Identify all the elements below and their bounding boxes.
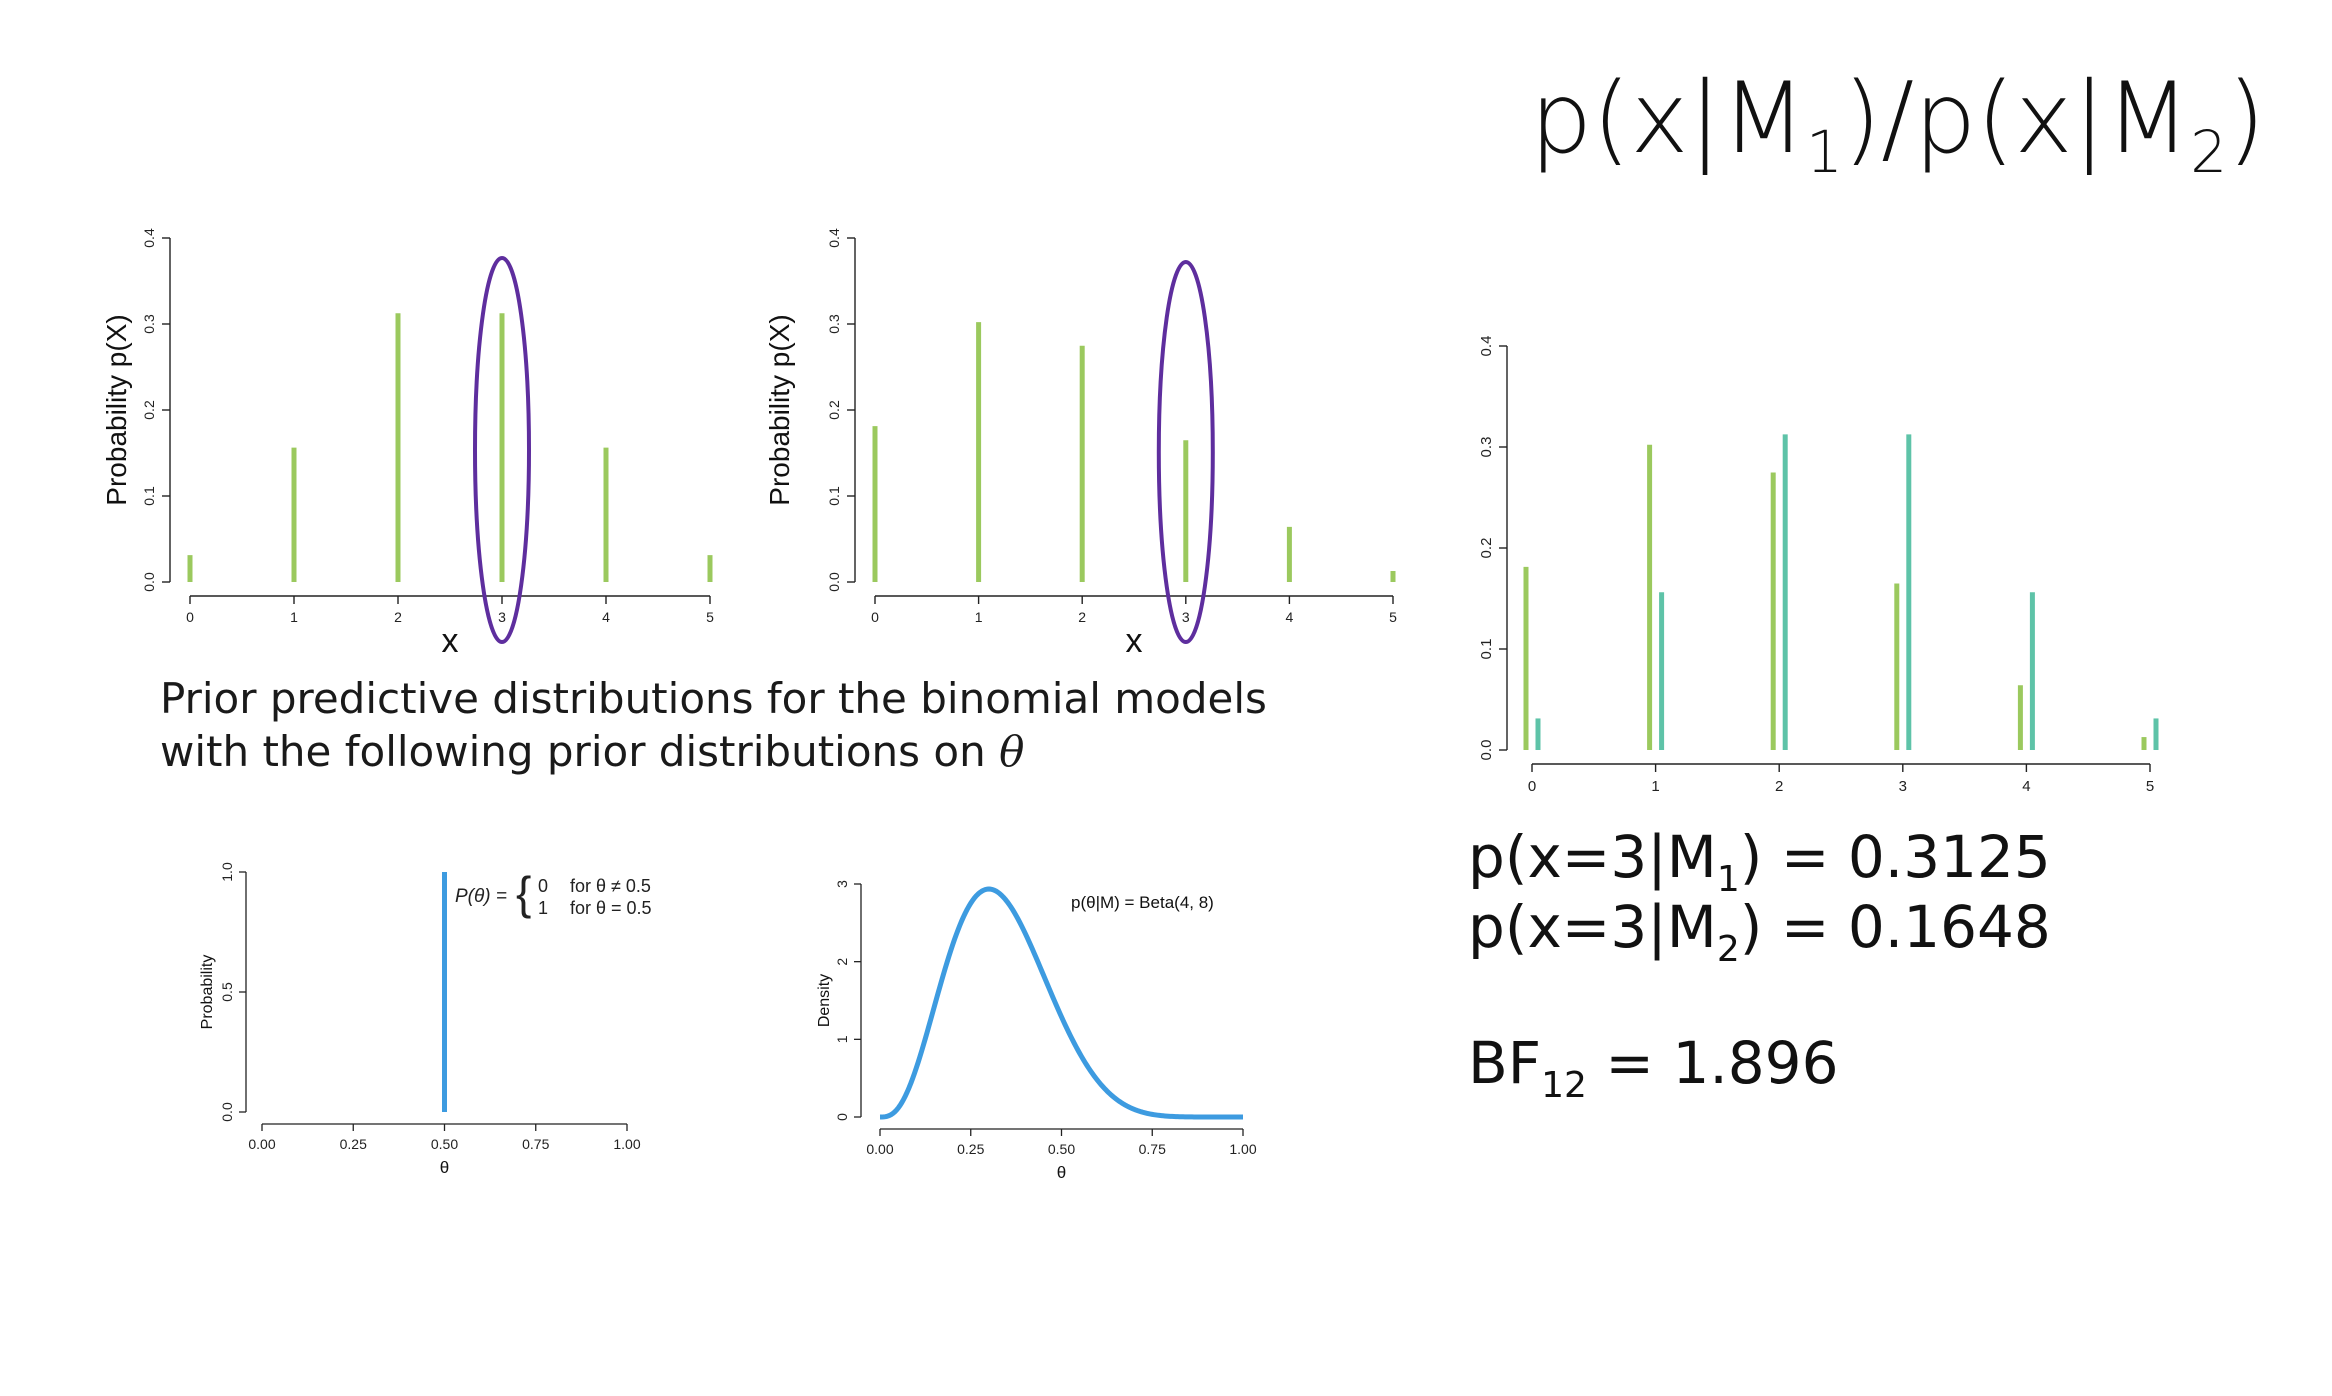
y-tick-label: 0.2	[141, 400, 157, 420]
y-tick-label: 0.3	[141, 314, 157, 334]
bf-sub: 12	[1541, 1065, 1587, 1106]
x-tick-label: 0.25	[340, 1136, 367, 1152]
result-m2-suffix: ) = 0.1648	[1739, 893, 2051, 961]
y-tick-label: 0.3	[1478, 437, 1495, 458]
y-axis-title: Density	[816, 974, 833, 1027]
x-tick-label: 5	[706, 609, 714, 625]
result-m1-prefix: p(x=3|M	[1468, 823, 1717, 891]
result-m2-sub: 2	[1716, 929, 1740, 970]
m1-predictive-chart: 0.0 0.1 0.2 0.3 0.4 0 1 2 3 4 5 Probability p(X) x	[101, 228, 714, 660]
x-tick-label: 5	[2146, 778, 2154, 795]
x-tick-label: 0	[186, 609, 194, 625]
y-tick-label: 0.0	[1478, 740, 1495, 761]
bf-suffix: = 1.896	[1586, 1029, 1839, 1097]
caption-theta: θ	[999, 727, 1025, 776]
title-suffix: )	[2227, 62, 2266, 176]
x-tick-label: 0.50	[1048, 1141, 1075, 1157]
x-tick-label: 0.50	[431, 1136, 458, 1152]
title-prefix: p(x|M	[1530, 62, 1807, 176]
y-axis-title: Probability p(X)	[101, 314, 132, 505]
x-tick-label: 0.75	[522, 1136, 549, 1152]
caption-line1: Prior predictive distributions for the b…	[160, 674, 1267, 723]
x-tick-label: 4	[2022, 778, 2030, 795]
caption: Prior predictive distributions for the b…	[160, 672, 1340, 778]
y-tick-label: 0.4	[826, 228, 842, 248]
y-tick-label: 1	[834, 1035, 850, 1043]
x-tick-label: 2	[1078, 609, 1086, 625]
x-tick-label: 1.00	[1229, 1141, 1256, 1157]
highlight-ellipse	[1156, 260, 1215, 644]
x-axis-title: x	[442, 622, 459, 660]
x-tick-label: 5	[1389, 609, 1397, 625]
x-tick-label: 3	[1182, 609, 1190, 625]
x-axis-title: θ	[440, 1158, 449, 1177]
x-tick-label: 0.00	[866, 1141, 893, 1157]
y-tick-label: 3	[834, 880, 850, 888]
x-tick-label: 2	[394, 609, 402, 625]
result-m1: p(x=3|M1) = 0.3125	[1468, 828, 2051, 898]
y-tick-label: 0.1	[826, 486, 842, 506]
bayes-factor: BF12 = 1.896	[1468, 1034, 1838, 1104]
highlight-ellipse	[473, 256, 531, 644]
y-tick-label: 0.3	[826, 314, 842, 334]
y-tick-label: 0	[834, 1113, 850, 1121]
title-sub1: 1	[1806, 118, 1843, 186]
result-m2: p(x=3|M2) = 0.1648	[1468, 898, 2051, 968]
bf-prefix: BF	[1468, 1029, 1542, 1097]
comparison-chart: 0.0 0.1 0.2 0.3 0.4 0 1 2 3 4 5	[1478, 336, 2159, 795]
annotation-row2-cond: for θ = 0.5	[570, 898, 652, 918]
y-tick-label: 2	[834, 958, 850, 966]
annotation-lhs: P(θ) =	[455, 886, 507, 907]
y-tick-label: 0.0	[219, 1102, 235, 1122]
prior-beta-chart: 0 1 2 3 0.00 0.25 0.50 0.75 1.00 θ Density p(θ|M) =…	[816, 880, 1257, 1182]
y-tick-label: 0.5	[219, 982, 235, 1002]
y-tick-label: 0.0	[141, 572, 157, 592]
beta-annotation: p(θ|M) = Beta(4, 8)	[1071, 893, 1214, 912]
result-m1-sub: 1	[1716, 859, 1740, 900]
x-tick-label: 0.25	[957, 1141, 984, 1157]
x-tick-label: 4	[1286, 609, 1294, 625]
y-tick-label: 0.4	[141, 228, 157, 248]
slide-title: p(x|M1)/p(x|M2)	[1530, 70, 2265, 181]
x-tick-label: 2	[1775, 778, 1783, 795]
title-middle: )/p(x|M	[1842, 62, 2191, 176]
x-tick-label: 3	[1899, 778, 1907, 795]
x-tick-label: 1.00	[613, 1136, 640, 1152]
title-sub2: 2	[2190, 118, 2228, 186]
prior-point-chart: 0.0 0.5 1.0 0.00 0.25 0.50 0.75 1.00 θ Probabilit…	[199, 862, 652, 1177]
result-m1-suffix: ) = 0.3125	[1739, 823, 2051, 891]
y-tick-label: 0.2	[1478, 538, 1495, 559]
x-tick-label: 0	[1528, 778, 1536, 795]
caption-line2-text: with the following prior distributions o…	[160, 727, 1000, 776]
x-tick-label: 0	[871, 609, 879, 625]
annotation-row1-cond: for θ ≠ 0.5	[570, 876, 651, 896]
x-tick-label: 0.75	[1139, 1141, 1166, 1157]
x-tick-label: 0.00	[248, 1136, 275, 1152]
m2-predictive-chart: 0.0 0.1 0.2 0.3 0.4 0 1 2 3 4 5 Probability p(X) x	[765, 228, 1397, 660]
result-m2-prefix: p(x=3|M	[1468, 893, 1717, 961]
annotation-brace: {	[516, 867, 531, 919]
y-tick-label: 0.2	[826, 400, 842, 420]
y-tick-label: 0.1	[141, 486, 157, 506]
x-tick-label: 3	[498, 609, 506, 625]
annotation-row2-val: 1	[538, 898, 548, 918]
y-tick-label: 0.0	[826, 572, 842, 592]
x-axis-title: θ	[1057, 1163, 1066, 1182]
x-tick-label: 4	[602, 609, 610, 625]
x-axis-title: x	[1126, 622, 1143, 660]
y-tick-label: 0.4	[1478, 336, 1495, 357]
x-tick-label: 1	[975, 609, 983, 625]
annotation-row1-val: 0	[538, 876, 548, 896]
y-tick-label: 0.1	[1478, 639, 1495, 660]
x-tick-label: 1	[290, 609, 298, 625]
caption-line2: with the following prior distributions o…	[160, 725, 1340, 778]
y-axis-title: Probability p(X)	[765, 314, 795, 505]
beta-density-curve	[879, 886, 1244, 1120]
y-tick-label: 1.0	[219, 862, 235, 882]
x-tick-label: 1	[1651, 778, 1659, 795]
y-axis-title: Probability	[199, 955, 216, 1030]
